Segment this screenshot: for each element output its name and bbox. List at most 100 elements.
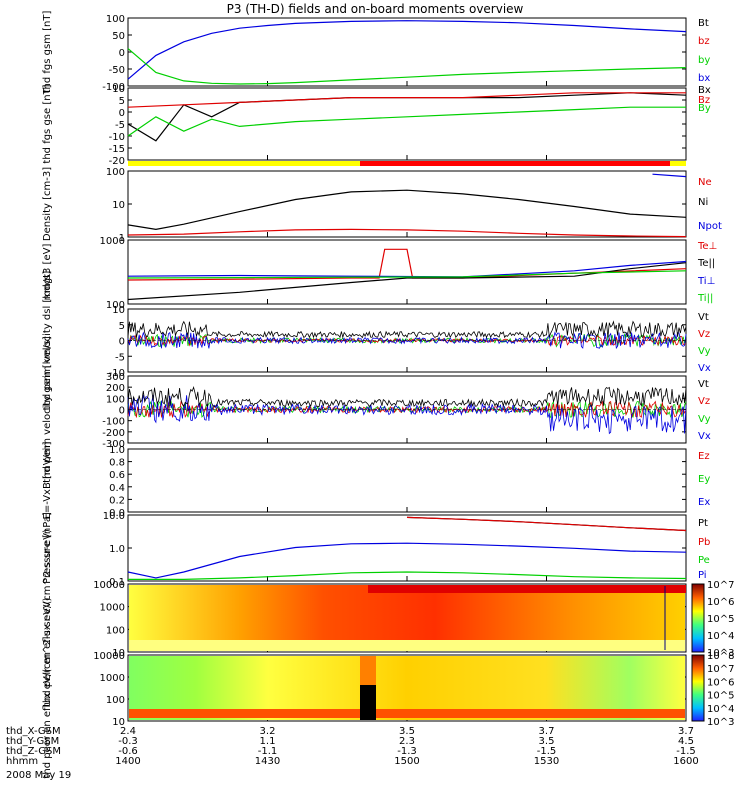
x-axis-value: 3.5 xyxy=(399,726,415,737)
legend-label: Vy xyxy=(698,346,711,357)
colorbar-tick-label: 10^3 xyxy=(707,717,734,728)
y-tick-label: 10 xyxy=(112,717,125,728)
panel-9: thd peir en eflux eV/(cm^2-s-sr-eV) 10000… xyxy=(42,529,734,707)
y-axis-label: Pressure [nPa] xyxy=(42,512,53,584)
legend-label: bx xyxy=(698,73,710,84)
panel-3: Density [cm-3] 100 10 1 Ne Ni Npot xyxy=(42,167,722,244)
series-bz-line xyxy=(127,20,687,80)
legend-label: Te|| xyxy=(697,258,715,269)
panel-frame xyxy=(127,87,687,161)
panel-1: thd fgs gsm [nT] 100 50 0 -50 -100 Bt bz by bx xyxy=(42,11,710,94)
series-Ti⊥-line xyxy=(127,260,687,278)
y-tick-label: 200 xyxy=(106,383,125,394)
legend-label: Vz xyxy=(698,329,710,340)
y-tick-label: 0.0 xyxy=(109,508,125,519)
x-axis-value: 4.5 xyxy=(678,736,694,747)
y-tick-label: -15 xyxy=(109,144,125,155)
legend-label: bz xyxy=(698,36,710,47)
x-axis-value: 1600 xyxy=(673,756,698,767)
panel-frame xyxy=(127,17,687,87)
y-tick-label: 0 xyxy=(119,48,125,59)
y-tick-label: 0.8 xyxy=(109,458,125,469)
series-Bz-line xyxy=(127,92,686,108)
x-axis-value: 1400 xyxy=(115,756,140,767)
series-Npot-line xyxy=(652,173,687,178)
colorbar-tick-label: 10^7 xyxy=(707,664,734,675)
y-tick-label: -10 xyxy=(109,132,125,143)
y-axis-label: thd fgs gsm [nT] xyxy=(42,11,53,94)
series-velocity-trace xyxy=(127,320,687,339)
colorbar xyxy=(691,583,705,653)
y-tick-label: 100 xyxy=(106,300,125,311)
legend-label: by xyxy=(698,55,710,66)
status-bar-yellow xyxy=(670,161,686,166)
x-axis-value: 1430 xyxy=(255,756,280,767)
legend-label: Vt xyxy=(698,379,709,390)
colorbar-tick-label: 10^6 xyxy=(707,597,734,608)
colorbar xyxy=(691,654,705,722)
y-tick-label: 0.1 xyxy=(109,577,125,588)
x-axis-value: 2.4 xyxy=(120,726,136,737)
series-Pe-line xyxy=(128,571,687,581)
figure-title: P3 (TH-D) fields and on-board moments ov… xyxy=(227,2,524,16)
series-Te||-line xyxy=(127,262,687,301)
y-tick-label: 10000 xyxy=(93,580,125,591)
panels: thd fgs gsm [nT] 100500-50-100Btbzbybxthd… xyxy=(42,11,734,779)
y-tick-label: 0.2 xyxy=(109,495,125,506)
colorbar-tick-label: 10^5 xyxy=(707,614,734,625)
y-axis-label: E=-VxB [mV/m] xyxy=(42,441,53,519)
colorbar-tick-label: 10^4 xyxy=(707,704,734,715)
colorbar-tick-label: 10^7 xyxy=(707,580,734,591)
y-tick-label: 10 xyxy=(112,200,125,211)
panel-7: E=-VxB [mV/m] 1.0 0.80.6 0.40.2 0.0 Ez Ey Ex xyxy=(42,441,710,519)
x-axis-value: 2.3 xyxy=(399,736,415,747)
panel-5: thd peim velocity dsl [km/s] 10 5 0 -5 -10 Vt V… xyxy=(42,271,711,411)
x-axis-row-label: hhmm xyxy=(6,756,38,767)
panel-frame xyxy=(127,170,687,238)
y-tick-label: 1000 xyxy=(100,673,125,684)
x-axis-value: -1.5 xyxy=(537,746,557,757)
series-By-line xyxy=(127,106,686,137)
y-tick-label: 5 xyxy=(119,321,125,332)
panel-6: thd peim velocity gsm [km/s] 3002001000-1… xyxy=(42,336,711,483)
legend-label: Vt xyxy=(698,312,709,323)
legend-label: By xyxy=(698,103,711,114)
y-axis-label: thd peim velocity dsl [km/s] xyxy=(42,271,53,411)
x-axis-value: 3.2 xyxy=(260,726,276,737)
legend-label: Bz xyxy=(698,95,710,106)
y-tick-label: -20 xyxy=(109,156,125,167)
y-tick-label: 0 xyxy=(119,406,125,417)
series-Ne-line xyxy=(127,228,687,238)
legend-label: Bx xyxy=(698,85,711,96)
y-tick-label: 100 xyxy=(106,394,125,405)
series-Pi-line xyxy=(127,542,687,579)
status-bar-red xyxy=(360,161,670,166)
y-tick-label: -100 xyxy=(102,417,125,428)
y-tick-label: 0 xyxy=(119,108,125,119)
x-axis-row-label: thd_Y-GSM xyxy=(6,736,59,747)
legend-label: Vy xyxy=(698,414,711,425)
colorbar-tick-label: 10^4 xyxy=(707,631,734,642)
legend-label: Pb xyxy=(698,537,710,548)
series-velocity-trace xyxy=(127,394,687,435)
legend-label: Ni xyxy=(698,197,708,208)
colorbar-tick-label: 10^5 xyxy=(707,691,734,702)
y-tick-label: -50 xyxy=(109,65,125,76)
series-velocity-trace xyxy=(127,334,687,347)
legend-label: Ex xyxy=(698,497,710,508)
x-axis-value: -1.5 xyxy=(676,746,696,757)
y-tick-label: 1000 xyxy=(100,603,125,614)
legend-label: Ti⊥ xyxy=(697,276,715,287)
y-tick-label: 50 xyxy=(112,31,125,42)
colorbar-tick-label: 10^8 xyxy=(707,651,734,662)
y-tick-label: -5 xyxy=(115,352,125,363)
y-tick-label: 100 xyxy=(106,167,125,178)
y-tick-label: 10 xyxy=(112,84,125,95)
series-Ti||-line xyxy=(127,270,687,279)
x-axis-value: -1.3 xyxy=(397,746,417,757)
spectrogram-gap xyxy=(360,685,376,720)
x-axis-value: -1.1 xyxy=(258,746,278,757)
series-velocity-trace xyxy=(127,331,687,350)
